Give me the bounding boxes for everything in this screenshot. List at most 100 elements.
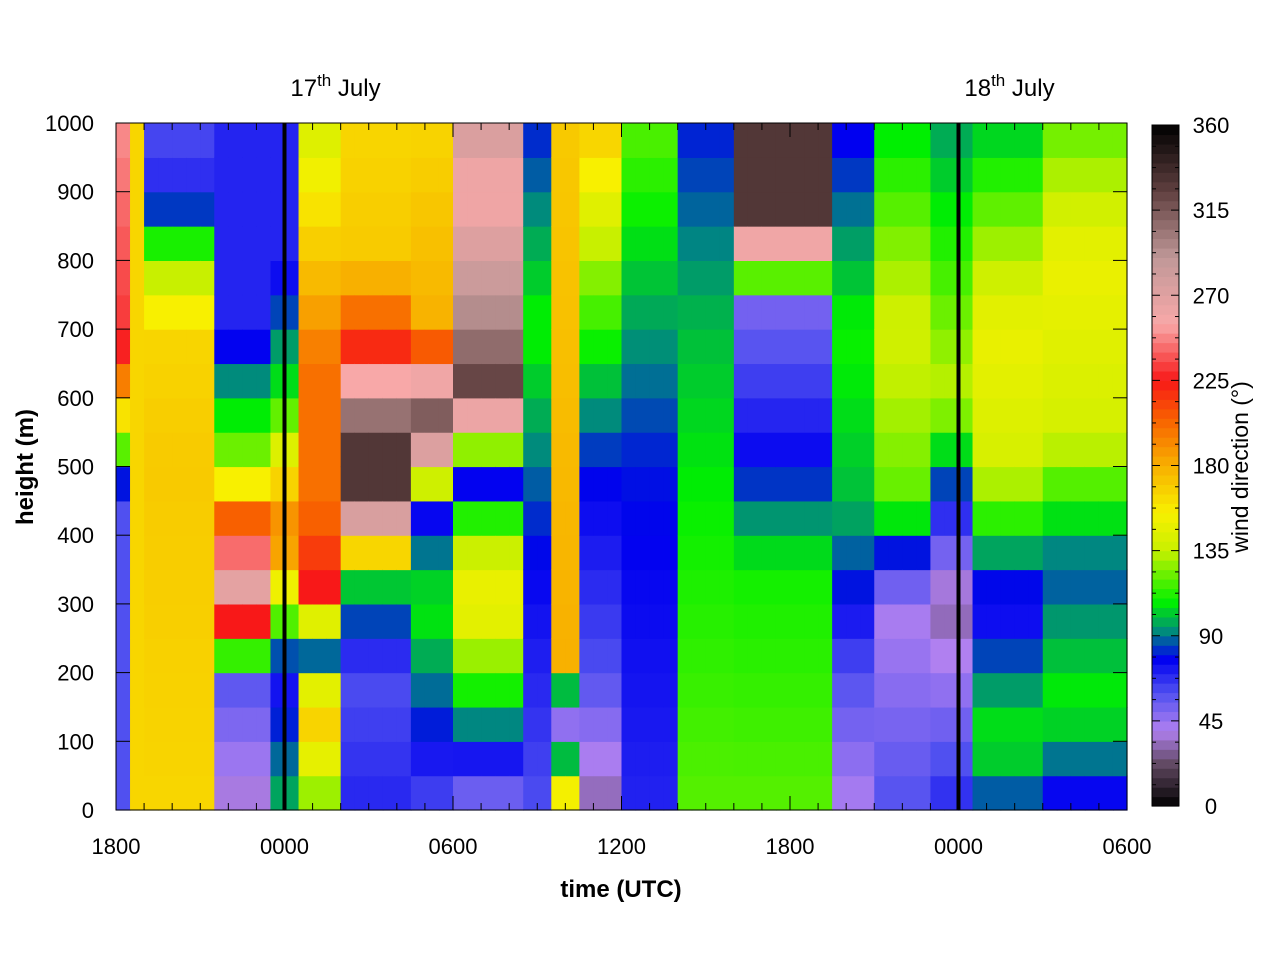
x-tick-label: 1800 <box>766 834 815 859</box>
heatmap-cell <box>438 329 454 365</box>
heatmap-cell <box>200 706 215 742</box>
heatmap-cell <box>579 329 595 365</box>
heatmap-cell <box>621 603 637 639</box>
heatmap-cell <box>242 397 258 433</box>
heatmap-cell <box>663 741 679 777</box>
heatmap-cell <box>1028 191 1044 227</box>
heatmap-cell <box>958 260 974 296</box>
heatmap-cell <box>1042 157 1058 193</box>
heatmap-cell <box>382 329 398 365</box>
heatmap-cell <box>537 638 552 674</box>
heatmap-cell <box>158 260 173 296</box>
heatmap-cell <box>340 191 356 227</box>
heatmap-cell <box>214 397 229 433</box>
heatmap-cell <box>396 260 412 296</box>
heatmap-cell <box>1028 363 1044 399</box>
heatmap-cell <box>158 603 173 639</box>
heatmap-cell <box>453 123 468 158</box>
heatmap-cell <box>916 363 932 399</box>
heatmap-cell <box>790 535 805 571</box>
heatmap-cell <box>340 363 356 399</box>
heatmap-cell <box>565 741 580 777</box>
heatmap-cell <box>775 638 791 674</box>
heatmap-cell <box>1070 397 1086 433</box>
heatmap-cell <box>775 535 791 571</box>
heatmap-cell <box>846 741 861 777</box>
heatmap-cell <box>1042 603 1058 639</box>
heatmap-cell <box>1000 157 1016 193</box>
heatmap-cell <box>635 123 651 158</box>
heatmap-cell <box>649 775 665 811</box>
heatmap-cell <box>733 500 749 536</box>
heatmap-cell <box>804 363 819 399</box>
heatmap-cell <box>214 500 229 536</box>
heatmap-cell <box>410 638 426 674</box>
heatmap-cell <box>607 775 623 811</box>
heatmap-cell <box>818 329 833 365</box>
heatmap-cell <box>467 123 482 158</box>
heatmap-cell <box>958 466 974 502</box>
heatmap-cell <box>677 260 693 296</box>
heatmap-cell <box>705 672 721 708</box>
heatmap-cell <box>214 157 229 193</box>
heatmap-cell <box>116 775 131 811</box>
heatmap-cell <box>1014 741 1030 777</box>
heatmap-cell <box>1000 397 1016 433</box>
heatmap-cell <box>902 535 917 571</box>
heatmap-cell <box>551 329 566 365</box>
heatmap-cell <box>1056 500 1072 536</box>
heatmap-cell <box>396 741 412 777</box>
heatmap-cell <box>860 363 875 399</box>
heatmap-cell <box>340 775 356 811</box>
heatmap-cell <box>284 535 300 571</box>
heatmap-cell <box>144 535 159 571</box>
heatmap-cell <box>312 466 328 502</box>
heatmap-cell <box>888 157 903 193</box>
heatmap-cell <box>958 569 974 605</box>
heatmap-cell <box>453 638 468 674</box>
heatmap-cell <box>438 260 454 296</box>
heatmap-cell <box>158 466 173 502</box>
heatmap-cell <box>326 500 342 536</box>
heatmap-cell <box>1014 329 1030 365</box>
heatmap-cell <box>958 603 974 639</box>
heatmap-cell <box>242 466 258 502</box>
heatmap-cell <box>214 672 229 708</box>
heatmap-cell <box>382 500 398 536</box>
heatmap-cell <box>565 294 580 330</box>
heatmap-cell <box>424 157 440 193</box>
heatmap-cell <box>860 397 875 433</box>
heatmap-cell <box>579 638 595 674</box>
heatmap-cell <box>228 569 243 605</box>
heatmap-cell <box>200 741 215 777</box>
heatmap-cell <box>410 157 426 193</box>
heatmap-cell <box>677 638 693 674</box>
heatmap-cell <box>551 466 566 502</box>
heatmap-cell <box>930 775 946 811</box>
colorbar-swatch <box>1152 285 1179 296</box>
heatmap-cell <box>972 294 988 330</box>
heatmap-cell <box>565 397 580 433</box>
heatmap-cell <box>551 672 566 708</box>
heatmap-cell <box>649 500 665 536</box>
heatmap-cell <box>1028 741 1044 777</box>
heatmap-cell <box>705 535 721 571</box>
heatmap-cell <box>944 294 960 330</box>
heatmap-cell <box>649 157 665 193</box>
heatmap-cell <box>972 706 988 742</box>
heatmap-cell <box>986 260 1002 296</box>
heatmap-cell <box>172 432 187 468</box>
heatmap-cell <box>172 260 187 296</box>
heatmap-cell <box>775 569 791 605</box>
colorbar-swatch <box>1152 493 1179 504</box>
heatmap-cell <box>663 569 679 605</box>
heatmap-cell <box>340 672 356 708</box>
heatmap-cell <box>747 397 763 433</box>
heatmap-cell <box>172 363 187 399</box>
heatmap-cell <box>719 363 735 399</box>
heatmap-cell <box>396 294 412 330</box>
heatmap-cell <box>818 466 833 502</box>
heatmap-cell <box>986 672 1002 708</box>
heatmap-cell <box>719 706 735 742</box>
heatmap-cell <box>832 638 847 674</box>
